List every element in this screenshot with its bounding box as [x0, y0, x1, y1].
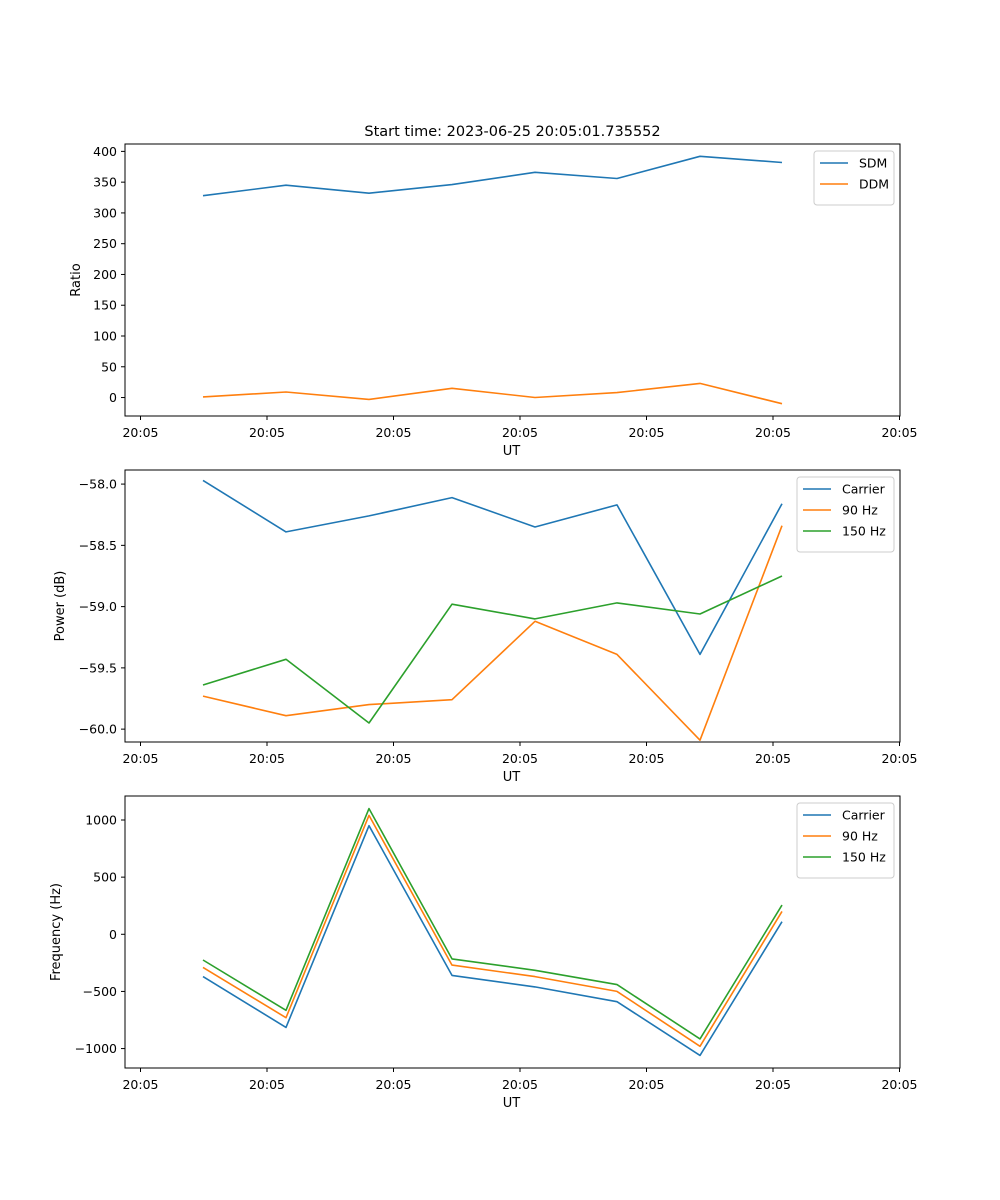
legend-box — [813, 150, 895, 206]
x-tick-label: 20:05 — [881, 751, 917, 766]
legend: Carrier 90 Hz 150 Hz — [796, 476, 895, 553]
axes-frame — [124, 143, 901, 417]
y-tick-label: 400 — [93, 144, 117, 159]
y-tick-label: 500 — [93, 870, 117, 885]
x-tick-label: 20:05 — [881, 1077, 917, 1092]
y-tick-label: −59.0 — [79, 599, 117, 614]
series-line-carrier — [202, 824, 783, 1057]
series-line-90-hz — [202, 814, 783, 1048]
legend: SDM DDM — [813, 150, 895, 206]
panels: 20:05 20:05 20:05 20:05 20:05 20:05 20:05 UT 0 50… — [49, 143, 918, 1111]
y-tick-label: 100 — [93, 329, 117, 344]
x-tick-label: 20:05 — [375, 1077, 411, 1092]
y-tick-label: 1000 — [85, 813, 117, 828]
x-tick-label: 20:05 — [755, 751, 791, 766]
x-tick-label: 20:05 — [628, 751, 664, 766]
y-tick-label: −58.5 — [79, 538, 117, 553]
y-axis-label: Frequency (Hz) — [49, 883, 64, 981]
x-axis-label: UT — [503, 444, 521, 459]
axes-frame — [124, 795, 901, 1069]
x-tick-label: 20:05 — [249, 751, 285, 766]
series-line-carrier — [202, 479, 783, 656]
y-tick-label: 0 — [109, 390, 117, 405]
y-axis-label: Power (dB) — [53, 571, 68, 642]
x-tick-label: 20:05 — [375, 425, 411, 440]
legend-label: SDM — [859, 156, 887, 171]
x-axis-label: UT — [503, 1096, 521, 1111]
x-axis-label: UT — [503, 770, 521, 785]
x-tick-label: 20:05 — [122, 751, 158, 766]
legend: Carrier 90 Hz 150 Hz — [796, 802, 895, 879]
panel-1: 20:05 20:05 20:05 20:05 20:05 20:05 20:05 UT 0 50… — [69, 143, 918, 459]
y-tick-label: 0 — [109, 927, 117, 942]
x-tick-label: 20:05 — [755, 1077, 791, 1092]
y-tick-label: 200 — [93, 267, 117, 282]
x-tick-label: 20:05 — [122, 1077, 158, 1092]
series-line-90-hz — [202, 525, 783, 742]
x-tick-label: 20:05 — [375, 751, 411, 766]
x-tick-label: 20:05 — [628, 425, 664, 440]
x-tick-label: 20:05 — [502, 751, 538, 766]
x-tick-label: 20:05 — [628, 1077, 664, 1092]
x-tick-label: 20:05 — [249, 425, 285, 440]
x-tick-label: 20:05 — [881, 425, 917, 440]
x-tick-label: 20:05 — [122, 425, 158, 440]
y-axis-label: Ratio — [69, 263, 84, 296]
y-tick-label: 300 — [93, 205, 117, 220]
series-line-150-hz — [202, 807, 783, 1040]
y-tick-label: 250 — [93, 236, 117, 251]
legend-label: DDM — [859, 177, 889, 192]
series-line-150-hz — [202, 575, 783, 724]
legend-label: 150 Hz — [842, 850, 886, 865]
y-tick-label: −59.5 — [79, 660, 117, 675]
x-tick-label: 20:05 — [502, 1077, 538, 1092]
legend-box — [796, 802, 895, 879]
legend-label: Carrier — [842, 482, 886, 497]
legend-label: 150 Hz — [842, 524, 886, 539]
x-tick-label: 20:05 — [755, 425, 791, 440]
y-tick-label: 50 — [101, 359, 117, 374]
y-tick-label: −58.0 — [79, 477, 117, 492]
panel-3: 20:05 20:05 20:05 20:05 20:05 20:05 20:05 UT −10… — [49, 795, 918, 1111]
x-tick-label: 20:05 — [502, 425, 538, 440]
y-tick-label: −60.0 — [79, 722, 117, 737]
legend-label: 90 Hz — [842, 503, 878, 518]
y-tick-label: −500 — [83, 984, 117, 999]
y-tick-label: 150 — [93, 298, 117, 313]
legend-box — [796, 476, 895, 553]
series-line-ddm — [202, 382, 783, 405]
figure-title: Start time: 2023-06-25 20:05:01.735552 — [364, 124, 660, 140]
legend-label: 90 Hz — [842, 829, 878, 844]
series-line-sdm — [202, 155, 783, 197]
panel-2: 20:05 20:05 20:05 20:05 20:05 20:05 20:05 UT −60… — [53, 469, 918, 785]
x-tick-label: 20:05 — [249, 1077, 285, 1092]
y-tick-label: −1000 — [75, 1041, 117, 1056]
axes-frame — [124, 469, 901, 743]
y-tick-label: 350 — [93, 175, 117, 190]
legend-label: Carrier — [842, 808, 886, 823]
